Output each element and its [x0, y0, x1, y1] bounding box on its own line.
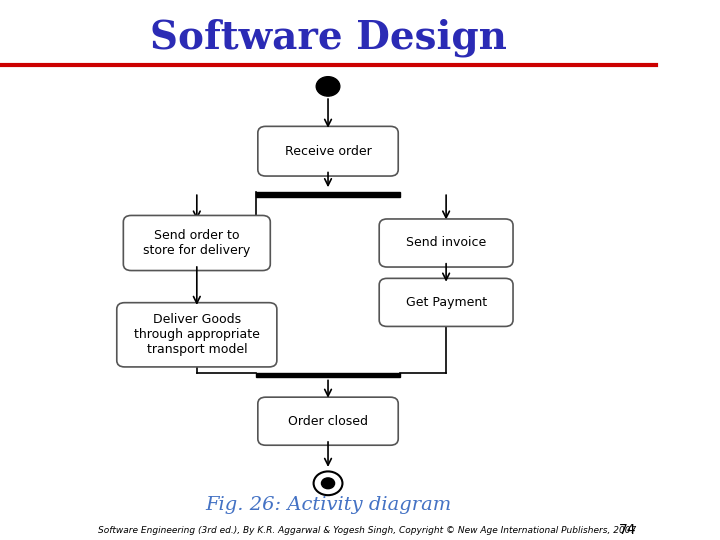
Bar [256, 373, 400, 377]
Circle shape [321, 478, 335, 489]
FancyBboxPatch shape [258, 126, 398, 176]
FancyBboxPatch shape [379, 279, 513, 326]
Circle shape [316, 77, 340, 96]
Text: Software Engineering (3rd ed.), By K.R. Aggarwal & Yogesh Singh, Copyright © New: Software Engineering (3rd ed.), By K.R. … [99, 526, 636, 535]
Text: Software Design: Software Design [150, 18, 506, 57]
FancyBboxPatch shape [258, 397, 398, 445]
Text: Order closed: Order closed [288, 415, 368, 428]
Bar [256, 192, 400, 197]
Text: 74: 74 [619, 523, 636, 537]
Text: Receive order: Receive order [284, 145, 372, 158]
Text: Get Payment: Get Payment [405, 296, 487, 309]
Text: Send invoice: Send invoice [406, 237, 486, 249]
Circle shape [314, 471, 343, 495]
FancyBboxPatch shape [123, 215, 270, 271]
Text: Send order to
store for delivery: Send order to store for delivery [143, 229, 251, 257]
Text: Fig. 26: Activity diagram: Fig. 26: Activity diagram [205, 496, 451, 514]
Text: Deliver Goods
through appropriate
transport model: Deliver Goods through appropriate transp… [134, 313, 260, 356]
FancyBboxPatch shape [379, 219, 513, 267]
FancyBboxPatch shape [117, 302, 277, 367]
